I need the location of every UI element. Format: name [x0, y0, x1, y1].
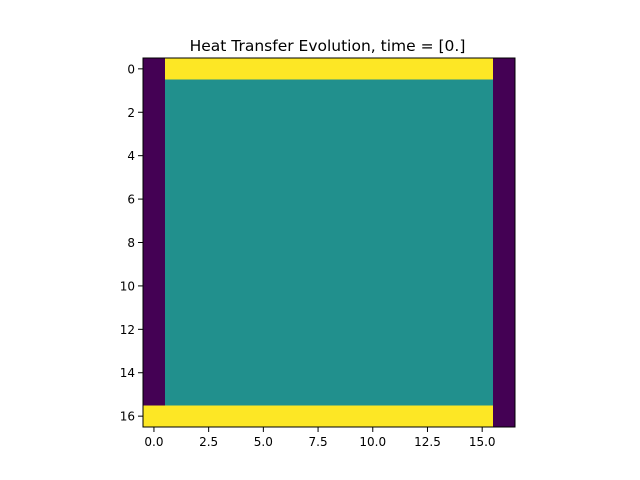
- y-tick-label: 4: [127, 149, 135, 163]
- x-tick-label: 2.5: [199, 435, 218, 449]
- x-tick-label: 12.5: [414, 435, 441, 449]
- y-tick-label: 6: [127, 193, 135, 207]
- heatmap-region-1: [164, 58, 494, 80]
- x-axis: 0.0 2.5 5.0 7.5 10.0 12.5 15.0: [144, 427, 496, 449]
- heatmap-region-2: [143, 405, 494, 427]
- y-tick-label: 2: [127, 106, 135, 120]
- heatmap-region-3: [143, 58, 165, 406]
- heatmap-cells: [143, 58, 515, 427]
- x-tick-label: 7.5: [309, 435, 328, 449]
- y-tick-label: 16: [120, 410, 135, 424]
- y-tick-label: 12: [120, 323, 135, 337]
- y-tick-label: 0: [127, 62, 135, 76]
- heatmap-region-0: [164, 79, 494, 406]
- y-axis: 0 2 4 6 8 10 12 14 16: [120, 62, 143, 424]
- y-tick-label: 8: [127, 236, 135, 250]
- x-tick-label: 10.0: [359, 435, 386, 449]
- chart-title: Heat Transfer Evolution, time = [0.]: [190, 37, 466, 55]
- y-tick-label: 10: [120, 279, 135, 293]
- y-tick-label: 14: [120, 366, 135, 380]
- heatmap-region-4: [493, 58, 515, 427]
- x-tick-label: 5.0: [254, 435, 273, 449]
- x-tick-label: 0.0: [144, 435, 163, 449]
- x-tick-label: 15.0: [469, 435, 496, 449]
